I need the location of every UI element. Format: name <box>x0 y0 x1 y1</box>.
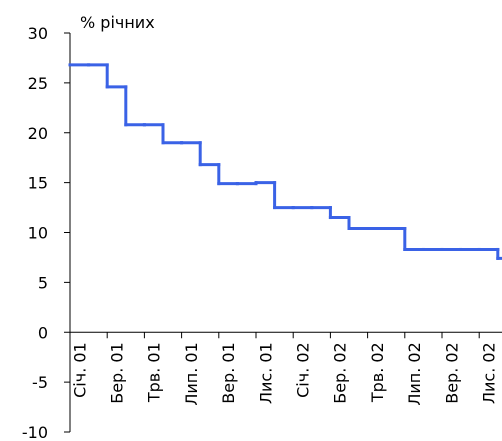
y-tick-label: 5 <box>38 273 48 292</box>
x-tick-label: Січ. 02 <box>294 342 313 398</box>
y-tick-label: 25 <box>28 74 48 93</box>
y-tick-label: 20 <box>28 124 48 143</box>
x-tick-label: Лип. 02 <box>405 342 424 405</box>
x-tick-label: Лип. 01 <box>182 342 201 405</box>
y-tick-label: 30 <box>28 24 48 43</box>
y-tick-label: 0 <box>38 323 48 342</box>
x-tick-label: Бер. 02 <box>331 342 350 404</box>
x-tick-label: Вер. 02 <box>442 342 461 404</box>
x-tick-label: Січ. 01 <box>70 342 89 398</box>
y-tick-label: -5 <box>32 373 48 392</box>
x-tick-label: Бер. 01 <box>108 342 127 404</box>
y-tick-label: -10 <box>22 423 48 441</box>
x-tick-label: Вер. 01 <box>219 342 238 404</box>
x-tick-label: Трв. 01 <box>145 342 164 403</box>
y-tick-label: 15 <box>28 174 48 193</box>
x-tick-label: Трв. 02 <box>368 342 387 403</box>
x-tick-label: Лис. 02 <box>480 342 499 404</box>
axis-title: % річних <box>80 13 155 32</box>
y-tick-label: 10 <box>28 224 48 243</box>
x-tick-label: Лис. 01 <box>256 342 275 404</box>
